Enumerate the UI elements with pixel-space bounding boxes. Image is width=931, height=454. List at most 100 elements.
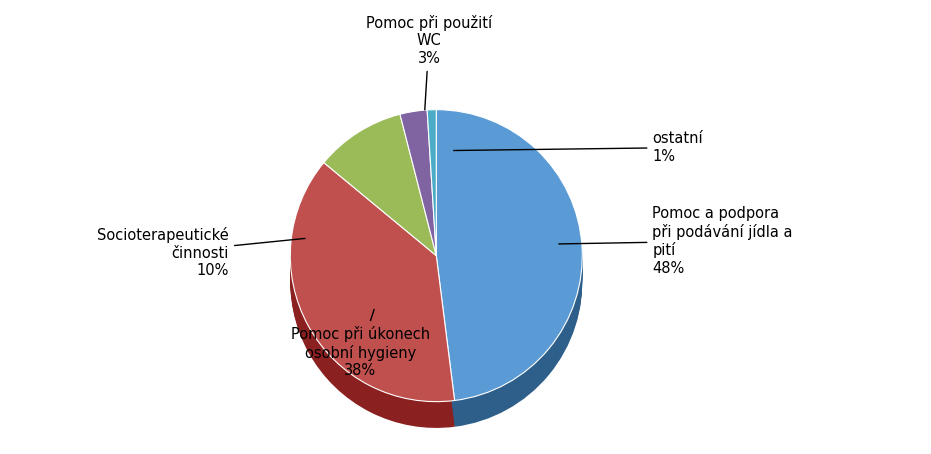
Wedge shape [437,118,582,409]
Wedge shape [400,136,437,282]
Wedge shape [324,118,437,260]
Wedge shape [324,133,437,274]
Wedge shape [324,128,437,269]
Wedge shape [437,114,582,405]
Text: Pomoc a podpora
při podávání jídla a
pití
48%: Pomoc a podpora při podávání jídla a pit… [559,206,793,276]
Wedge shape [437,131,582,421]
Wedge shape [437,116,582,407]
Wedge shape [324,138,437,279]
Wedge shape [400,114,437,260]
Wedge shape [290,167,454,405]
Wedge shape [427,129,437,276]
Wedge shape [437,112,582,403]
Wedge shape [437,120,582,411]
Wedge shape [324,139,437,281]
Wedge shape [290,189,454,428]
Wedge shape [324,134,437,276]
Wedge shape [400,111,437,257]
Wedge shape [290,172,454,411]
Wedge shape [427,136,437,282]
Wedge shape [324,131,437,273]
Wedge shape [290,180,454,419]
Wedge shape [437,115,582,406]
Wedge shape [437,136,582,427]
Wedge shape [400,128,437,274]
Wedge shape [427,124,437,270]
Wedge shape [324,123,437,265]
Wedge shape [427,123,437,269]
Wedge shape [400,135,437,281]
Wedge shape [437,124,582,415]
Wedge shape [400,133,437,279]
Wedge shape [437,135,582,425]
Wedge shape [427,132,437,278]
Wedge shape [427,120,437,266]
Wedge shape [324,122,437,263]
Wedge shape [290,164,454,403]
Wedge shape [290,173,454,412]
Wedge shape [437,125,582,416]
Wedge shape [427,125,437,271]
Wedge shape [437,132,582,423]
Wedge shape [290,168,454,407]
Wedge shape [427,111,437,257]
Wedge shape [290,171,454,410]
Wedge shape [400,123,437,269]
Wedge shape [324,121,437,262]
Wedge shape [437,128,582,419]
Wedge shape [324,128,437,270]
Wedge shape [437,127,582,418]
Wedge shape [427,122,437,267]
Wedge shape [324,137,437,278]
Wedge shape [400,131,437,276]
Wedge shape [400,132,437,278]
Wedge shape [427,131,437,276]
Wedge shape [400,126,437,271]
Wedge shape [427,115,437,261]
Wedge shape [290,165,454,404]
Wedge shape [324,141,437,282]
Wedge shape [427,128,437,274]
Wedge shape [324,119,437,261]
Wedge shape [290,163,454,402]
Wedge shape [437,123,582,414]
Wedge shape [290,183,454,421]
Wedge shape [324,125,437,266]
Wedge shape [400,122,437,267]
Text: Socioterapeutické
činnosti
10%: Socioterapeutické činnosti 10% [97,227,305,278]
Wedge shape [290,177,454,416]
Wedge shape [427,135,437,281]
Wedge shape [427,114,437,260]
Wedge shape [400,118,437,263]
Wedge shape [290,181,454,420]
Wedge shape [427,118,437,263]
Wedge shape [324,126,437,267]
Wedge shape [324,116,437,257]
Wedge shape [324,130,437,271]
Wedge shape [437,122,582,412]
Wedge shape [427,116,437,262]
Text: Pomoc při použití
WC
3%: Pomoc při použití WC 3% [366,15,492,110]
Wedge shape [324,135,437,276]
Wedge shape [400,119,437,265]
Wedge shape [400,130,437,276]
Wedge shape [400,124,437,270]
Wedge shape [437,110,582,400]
Wedge shape [427,133,437,279]
Wedge shape [400,115,437,261]
Wedge shape [324,117,437,258]
Wedge shape [400,117,437,262]
Wedge shape [437,129,582,420]
Wedge shape [290,186,454,425]
Wedge shape [290,176,454,415]
Wedge shape [400,110,437,256]
Wedge shape [437,133,582,424]
Text: Pomoc při úkonech
osobní hygieny
38%: Pomoc při úkonech osobní hygieny 38% [290,310,430,378]
Wedge shape [437,119,582,410]
Wedge shape [290,183,454,423]
Wedge shape [437,111,582,402]
Wedge shape [290,174,454,414]
Wedge shape [290,188,454,427]
Wedge shape [290,185,454,424]
Wedge shape [324,114,437,256]
